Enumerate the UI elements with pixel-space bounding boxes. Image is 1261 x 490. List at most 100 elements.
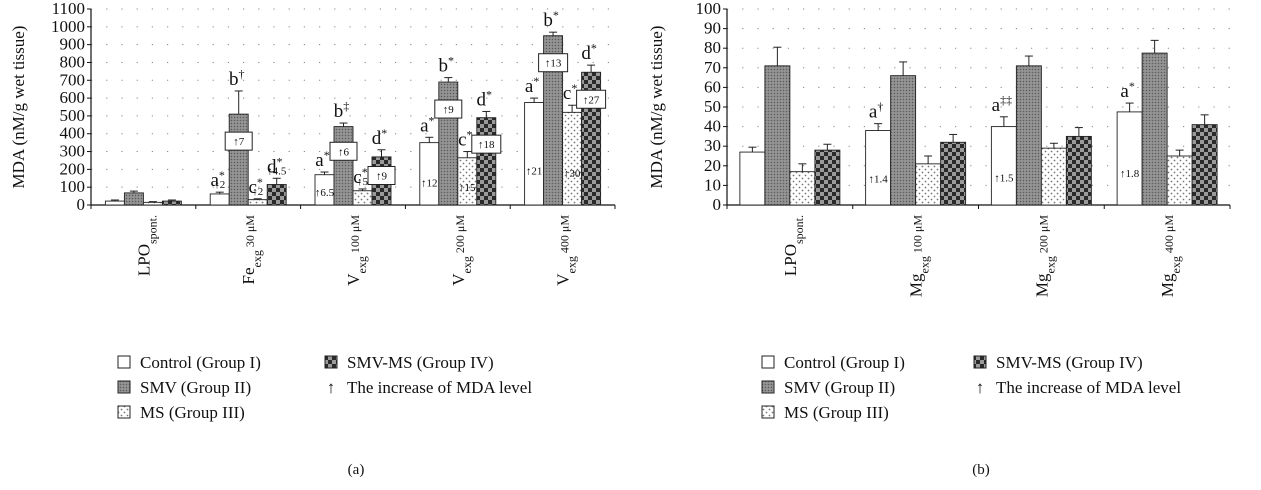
bar-control	[990, 126, 1017, 206]
y-tick-label: 60	[704, 77, 721, 96]
increase-box	[224, 131, 253, 151]
bar-ms	[1040, 147, 1067, 206]
increase-label: ↑18	[478, 139, 495, 151]
legend-label: SMV (Group II)	[140, 378, 251, 397]
x-category-label: Mgexg 200 μM	[1032, 215, 1057, 297]
y-axis-title: MDA (nM/g wet tissue)	[647, 26, 666, 189]
y-tick-label: 700	[60, 70, 86, 89]
increase-box	[538, 53, 569, 73]
y-tick-label: 200	[60, 159, 86, 178]
bar-smvms	[940, 141, 967, 206]
increase-label: ↑1.5	[994, 172, 1014, 184]
panel-label: (a)	[348, 462, 365, 478]
legend-label: SMV (Group II)	[784, 378, 895, 397]
bar-control	[865, 130, 892, 206]
legend-arrow-symbol: ↑	[976, 378, 985, 397]
legend-label: SMV-MS (Group IV)	[347, 353, 494, 372]
legend-swatch-smvms	[973, 355, 987, 369]
significance-letter: b*	[439, 54, 455, 77]
x-category-label: Vexg 100 μM	[344, 215, 369, 286]
increase-label: ↑6	[338, 146, 350, 158]
y-tick-label: 80	[704, 38, 721, 57]
significance-letter: d*	[267, 154, 283, 177]
significance-letter: a*	[420, 113, 434, 136]
bar-ms	[789, 171, 816, 206]
x-category-label: LPOspont.	[134, 215, 159, 276]
legend: Control (Group I) SMV (Group II) MS (Group…	[761, 353, 1181, 422]
increase-label: ↑1.4	[869, 174, 889, 186]
bar-control	[419, 142, 440, 206]
x-category-label: LPOspont.	[781, 215, 806, 276]
y-tick-label: 400	[60, 124, 86, 143]
bar-ms	[1166, 155, 1193, 206]
increase-label: ↑12	[421, 177, 438, 189]
legend-swatch-smvms	[324, 355, 338, 369]
significance-letter: a*	[525, 74, 539, 97]
bar-ms	[247, 199, 268, 206]
y-tick-label: 100	[60, 177, 86, 196]
bar-smv	[764, 65, 791, 206]
significance-letter: a*	[1120, 79, 1134, 102]
increase-label: ↑21	[526, 165, 543, 177]
increase-box	[329, 141, 358, 161]
bar-ms	[562, 111, 583, 206]
legend-swatch-ms	[761, 405, 775, 419]
increase-label: ↑13	[545, 58, 562, 70]
y-tick-label: 0	[713, 195, 722, 214]
significance-letter: d*	[581, 41, 597, 64]
y-tick-label: 0	[77, 195, 86, 214]
significance-letter: d*	[477, 87, 493, 110]
y-tick-label: 500	[60, 106, 86, 125]
bar-smvms	[266, 184, 287, 206]
y-tick-label: 1000	[51, 17, 85, 36]
legend-arrow-symbol: ↑	[327, 378, 336, 397]
x-category-label: Mgexg 400 μM	[1158, 215, 1183, 297]
increase-label: ↑9	[376, 171, 388, 183]
y-tick-label: 40	[704, 117, 721, 136]
increase-box	[471, 134, 502, 154]
bar-smvms	[1065, 135, 1092, 206]
increase-label: ↑27	[583, 94, 600, 106]
significance-letter: a†	[869, 100, 883, 123]
bar-ms	[915, 163, 942, 206]
legend-label: The increase of MDA level	[996, 378, 1181, 397]
increase-label: ↑15	[459, 182, 476, 194]
significance-letter: b‡	[334, 99, 350, 122]
significance-letter: a*	[315, 148, 329, 171]
bar-smv	[1015, 65, 1042, 206]
y-tick-label: 20	[704, 156, 721, 175]
bar-smv	[228, 113, 249, 206]
increase-label: ↑1.8	[1120, 168, 1140, 180]
legend-label: The increase of MDA level	[347, 378, 532, 397]
significance-letter: c*	[248, 175, 262, 198]
y-tick-label: 10	[704, 175, 721, 194]
significance-letter: b*	[543, 8, 559, 31]
bar-ms	[142, 201, 163, 206]
y-tick-label: 100	[696, 0, 722, 18]
x-category-label: Vexg 400 μM	[554, 215, 579, 286]
significance-letter: a*	[210, 168, 224, 191]
y-tick-label: 1100	[52, 0, 85, 18]
increase-label: ↑5	[357, 176, 369, 188]
bar-smv	[1141, 52, 1168, 206]
legend-swatch-ms	[117, 405, 131, 419]
increase-label: ↑4.5	[267, 165, 287, 177]
legend-label: Control (Group I)	[140, 353, 261, 372]
legend-swatch-smv	[117, 380, 131, 394]
legend-label: SMV-MS (Group IV)	[996, 353, 1143, 372]
y-tick-label: 90	[704, 19, 721, 38]
significance-letter: d*	[372, 126, 388, 149]
legend-swatch-control	[117, 355, 131, 369]
increase-label: ↑30	[564, 168, 581, 180]
increase-label: ↑2	[252, 186, 263, 198]
x-category-label: Feexg 30 μM	[239, 215, 264, 285]
bar-smvms	[476, 117, 497, 206]
bar-control	[1116, 111, 1143, 206]
legend-swatch-control	[761, 355, 775, 369]
significance-letter: b†	[229, 67, 245, 90]
bar-smvms	[1191, 124, 1218, 206]
